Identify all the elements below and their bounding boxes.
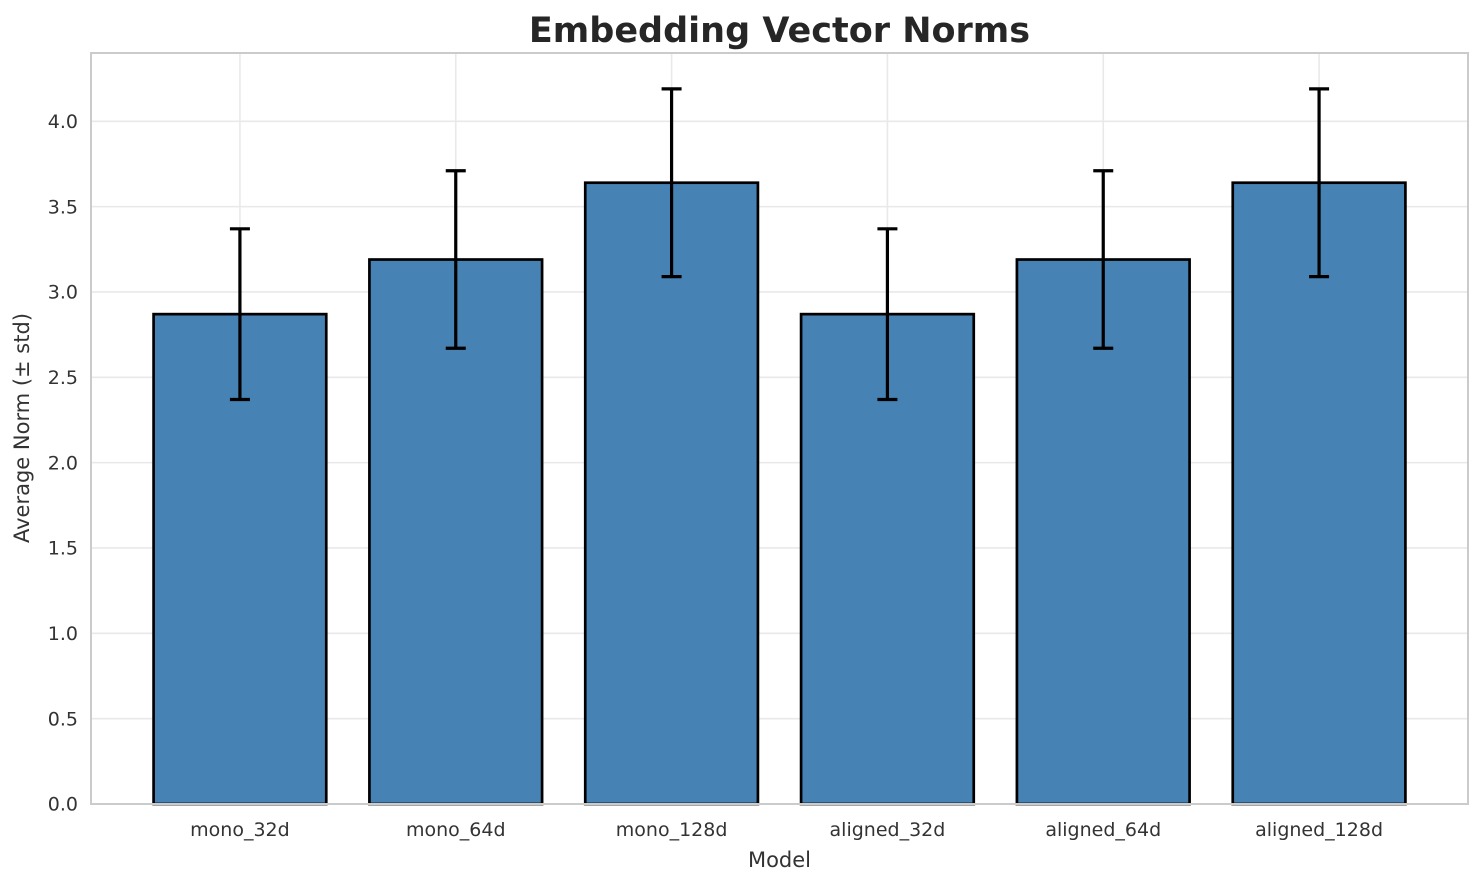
bar-mono_64d: [368, 258, 544, 806]
x-tick-label: mono_128d: [616, 819, 728, 841]
chart-title: Embedding Vector Norms: [528, 11, 1031, 51]
bar-aligned_128d: [1231, 181, 1407, 806]
y-tick-label: 2.0: [48, 452, 78, 474]
x-tick-label: mono_64d: [406, 819, 506, 841]
x-tick-label: mono_32d: [190, 819, 290, 841]
y-tick-label: 0.5: [48, 708, 78, 730]
plot-border: [90, 52, 1469, 805]
x-tick-label: aligned_128d: [1255, 819, 1383, 841]
x-tick-label: aligned_64d: [1045, 819, 1161, 841]
y-tick-label: 1.0: [48, 623, 78, 645]
x-axis-label: Model: [747, 848, 812, 872]
bar-aligned_64d: [1015, 258, 1191, 806]
y-tick-label: 3.5: [48, 196, 78, 218]
y-tick-label: 0.0: [48, 794, 78, 816]
y-tick-label: 1.5: [48, 538, 78, 560]
x-tick-label: aligned_32d: [830, 819, 946, 841]
y-tick-label: 2.5: [48, 367, 78, 389]
y-axis-label: Average Norm (± std): [10, 312, 34, 544]
bar-mono_128d: [583, 181, 760, 806]
y-tick-label: 4.0: [48, 111, 78, 133]
y-tick-label: 3.0: [48, 282, 78, 304]
